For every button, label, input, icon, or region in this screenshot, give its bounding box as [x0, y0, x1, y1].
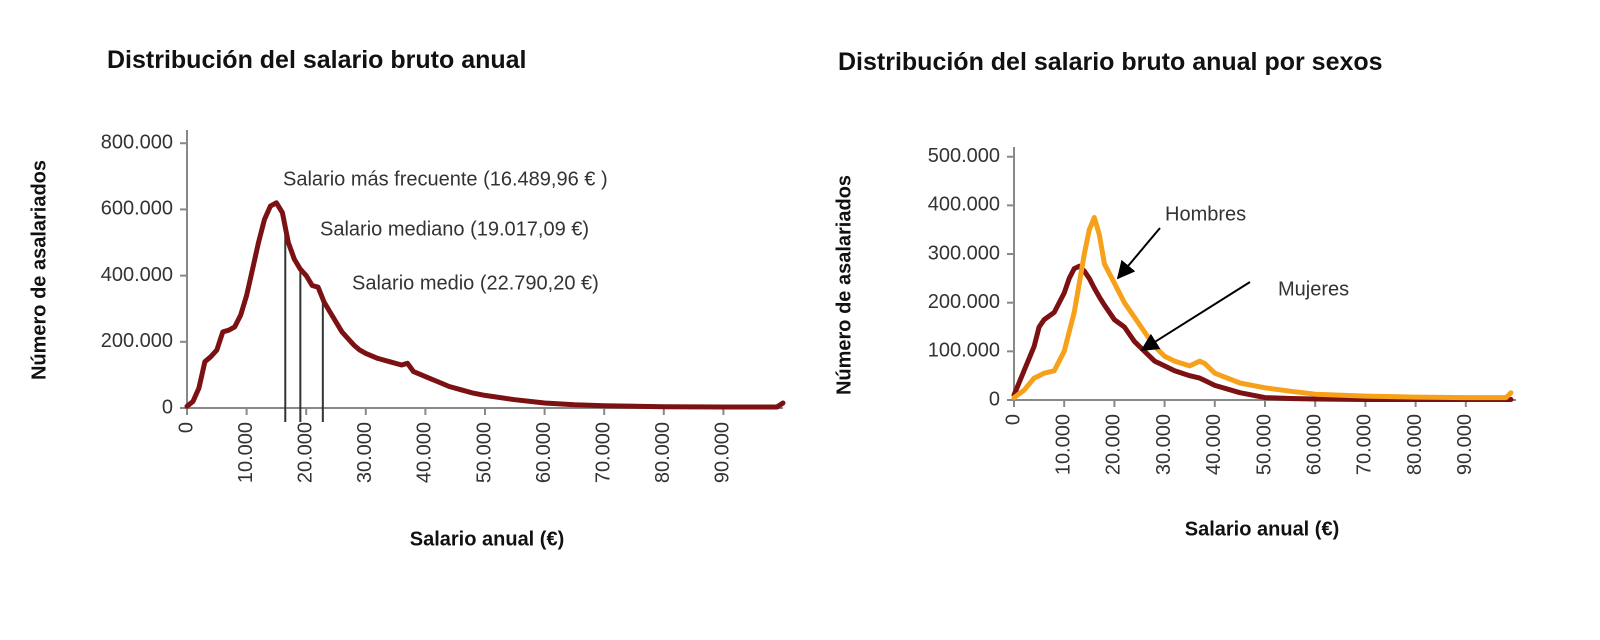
- legend-arrow: [1116, 227, 1161, 280]
- x-tick-label: 90.000: [712, 422, 734, 483]
- line-series: [184, 200, 786, 410]
- x-tick-label: 20.000: [1103, 414, 1125, 475]
- x-tick-label: 80.000: [652, 422, 674, 483]
- x-tick-label: 10.000: [1052, 414, 1074, 475]
- x-tick-label: 60.000: [1303, 414, 1325, 475]
- x-tick-label: 30.000: [354, 422, 376, 483]
- y-tick-label: 800.000: [101, 132, 173, 154]
- x-tick-label: 30.000: [1153, 414, 1175, 475]
- y-tick-label: 300.000: [928, 242, 1000, 264]
- x-axis-label: Salario anual (€): [410, 528, 565, 550]
- x-tick-label: 70.000: [592, 422, 614, 483]
- legend-label: Hombres: [1165, 203, 1246, 225]
- y-tick-label: 200.000: [101, 330, 173, 352]
- x-tick-label: 60.000: [533, 422, 555, 483]
- x-tick-label: 40.000: [1203, 414, 1225, 475]
- y-tick-label: 100.000: [928, 340, 1000, 362]
- x-tick-label: 20.000: [294, 422, 316, 483]
- x-tick-label: 10.000: [235, 422, 257, 483]
- x-tick-label: 0: [1002, 414, 1024, 425]
- y-tick-label: 0: [162, 396, 173, 418]
- y-tick-label: 500.000: [928, 145, 1000, 167]
- annotation: Salario medio (22.790,20 €): [352, 272, 599, 294]
- x-tick-label: 90.000: [1454, 414, 1476, 475]
- y-axis-label: Número de asalariados: [28, 160, 50, 380]
- x-tick-label: 70.000: [1354, 414, 1376, 475]
- legend-label: Mujeres: [1278, 278, 1349, 300]
- x-axis-label: Salario anual (€): [1185, 518, 1340, 540]
- y-tick-label: 200.000: [928, 291, 1000, 313]
- legend-arrow: [1140, 281, 1251, 351]
- x-tick-label: 80.000: [1404, 414, 1426, 475]
- line-series: [1011, 263, 1514, 402]
- annotation: Salario más frecuente (16.489,96 € ): [283, 168, 608, 190]
- chart-title: Distribución del salario bruto anual: [107, 46, 527, 74]
- x-tick-label: 0: [175, 422, 197, 433]
- x-tick-label: 50.000: [1253, 414, 1275, 475]
- y-tick-label: 600.000: [101, 198, 173, 220]
- chart-title: Distribución del salario bruto anual por…: [838, 48, 1383, 76]
- y-axis-label: Número de asalariados: [833, 175, 855, 395]
- x-tick-label: 50.000: [473, 422, 495, 483]
- y-tick-label: 0: [989, 388, 1000, 410]
- x-tick-label: 40.000: [414, 422, 436, 483]
- annotation: Salario mediano (19.017,09 €): [320, 218, 589, 240]
- line-series: [1011, 215, 1514, 401]
- y-tick-label: 400.000: [928, 194, 1000, 216]
- y-tick-label: 400.000: [101, 264, 173, 286]
